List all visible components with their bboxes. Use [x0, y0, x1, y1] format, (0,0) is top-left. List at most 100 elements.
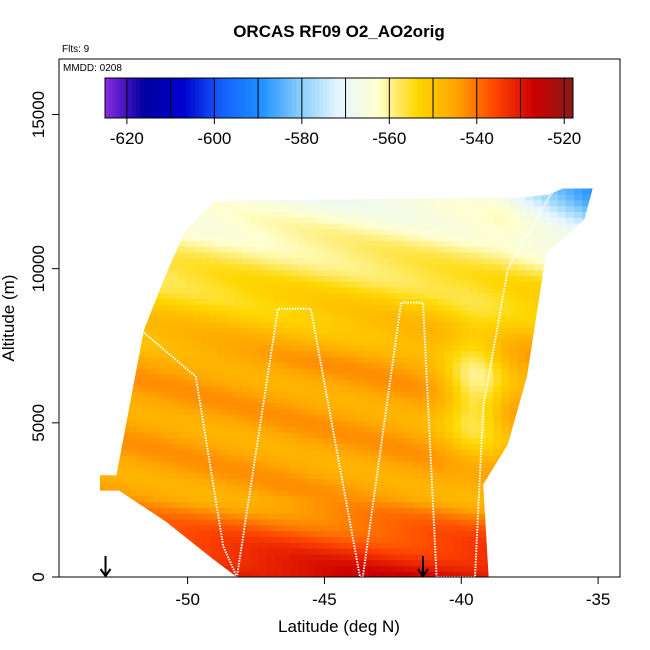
field-cell: [517, 507, 527, 514]
field-cell: [242, 460, 252, 468]
field-cell: [315, 222, 325, 230]
field-cell: [363, 304, 373, 311]
field-cell: [291, 385, 300, 392]
field-cell: [501, 518, 510, 526]
field-cell: [299, 350, 308, 358]
field-cell: [468, 449, 478, 456]
field-cell: [307, 443, 316, 450]
field-cell: [388, 211, 397, 218]
field-cell: [436, 304, 446, 311]
field-cell: [444, 530, 454, 537]
field-cell: [266, 298, 276, 305]
field-cell: [161, 536, 171, 543]
field-cell: [299, 513, 308, 520]
field-cell: [347, 321, 357, 329]
field-cell: [242, 443, 252, 450]
field-cell: [258, 536, 268, 543]
field-cell: [533, 333, 543, 340]
field-cell: [460, 246, 470, 253]
field-cell: [428, 472, 438, 479]
field-cell: [404, 501, 413, 508]
field-cell: [476, 240, 486, 247]
colorbar-swatch: [268, 78, 274, 118]
field-cell: [347, 489, 357, 497]
field-cell: [153, 199, 163, 207]
field-cell: [485, 379, 494, 387]
colorbar-swatch: [105, 78, 110, 118]
field-cell: [307, 350, 316, 358]
field-cell: [573, 217, 583, 224]
field-cell: [153, 565, 163, 572]
field-cell: [307, 188, 316, 195]
field-cell: [581, 466, 591, 474]
field-cell: [226, 426, 236, 433]
field-cell: [202, 228, 211, 236]
field-cell: [242, 478, 252, 485]
field-cell: [161, 472, 171, 479]
field-cell: [517, 344, 527, 352]
field-cell: [380, 524, 389, 532]
field-cell: [380, 217, 389, 224]
field-cell: [137, 385, 147, 392]
field-cell: [549, 472, 559, 479]
field-cell: [266, 339, 276, 346]
field-cell: [371, 350, 381, 358]
field-cell: [509, 437, 518, 445]
field-cell: [194, 408, 203, 416]
field-cell: [460, 228, 470, 236]
field-cell: [331, 513, 341, 520]
field-cell: [113, 298, 123, 305]
field-cell: [323, 518, 333, 526]
field-cell: [307, 373, 316, 381]
field-cell: [428, 437, 438, 445]
field-cell: [460, 397, 470, 404]
field-cell: [412, 188, 422, 195]
field-cell: [404, 304, 413, 311]
field-cell: [428, 298, 438, 305]
x-tick-label: -45: [312, 590, 337, 609]
colorbar-swatch: [362, 78, 367, 118]
field-cell: [145, 489, 155, 497]
field-cell: [590, 339, 593, 346]
field-cell: [476, 275, 486, 282]
field-cell: [533, 193, 543, 201]
field-cell: [331, 368, 341, 375]
field-cell: [590, 518, 593, 526]
field-cell: [380, 286, 389, 294]
field-cell: [210, 524, 220, 532]
field-cell: [258, 246, 268, 253]
field-cell: [581, 217, 591, 224]
field-cell: [468, 356, 478, 363]
field-cell: [275, 211, 284, 218]
field-cell: [485, 211, 494, 218]
field-cell: [315, 269, 325, 276]
field-cell: [509, 350, 518, 358]
field-cell: [380, 251, 389, 259]
field-cell: [129, 199, 139, 207]
field-cell: [468, 565, 478, 572]
field-cell: [396, 327, 405, 334]
field-cell: [291, 449, 300, 456]
field-cell: [194, 193, 203, 201]
field-cell: [436, 460, 446, 468]
field-cell: [533, 246, 543, 253]
field-cell: [533, 402, 543, 410]
field-cell: [250, 542, 260, 549]
field-cell: [485, 530, 494, 537]
field-cell: [250, 565, 260, 572]
field-cell: [194, 246, 203, 253]
field-cell: [565, 495, 575, 503]
field-cell: [581, 391, 591, 398]
field-cell: [468, 414, 478, 421]
field-cell: [299, 553, 308, 561]
field-cell: [590, 414, 593, 421]
field-cell: [517, 443, 527, 450]
field-cell: [339, 449, 349, 456]
field-cell: [170, 437, 179, 445]
field-cell: [331, 397, 341, 404]
field-cell: [557, 315, 567, 323]
field-cell: [113, 414, 123, 421]
field-cell: [315, 240, 325, 247]
field-cell: [186, 420, 195, 427]
field-cell: [412, 222, 422, 230]
